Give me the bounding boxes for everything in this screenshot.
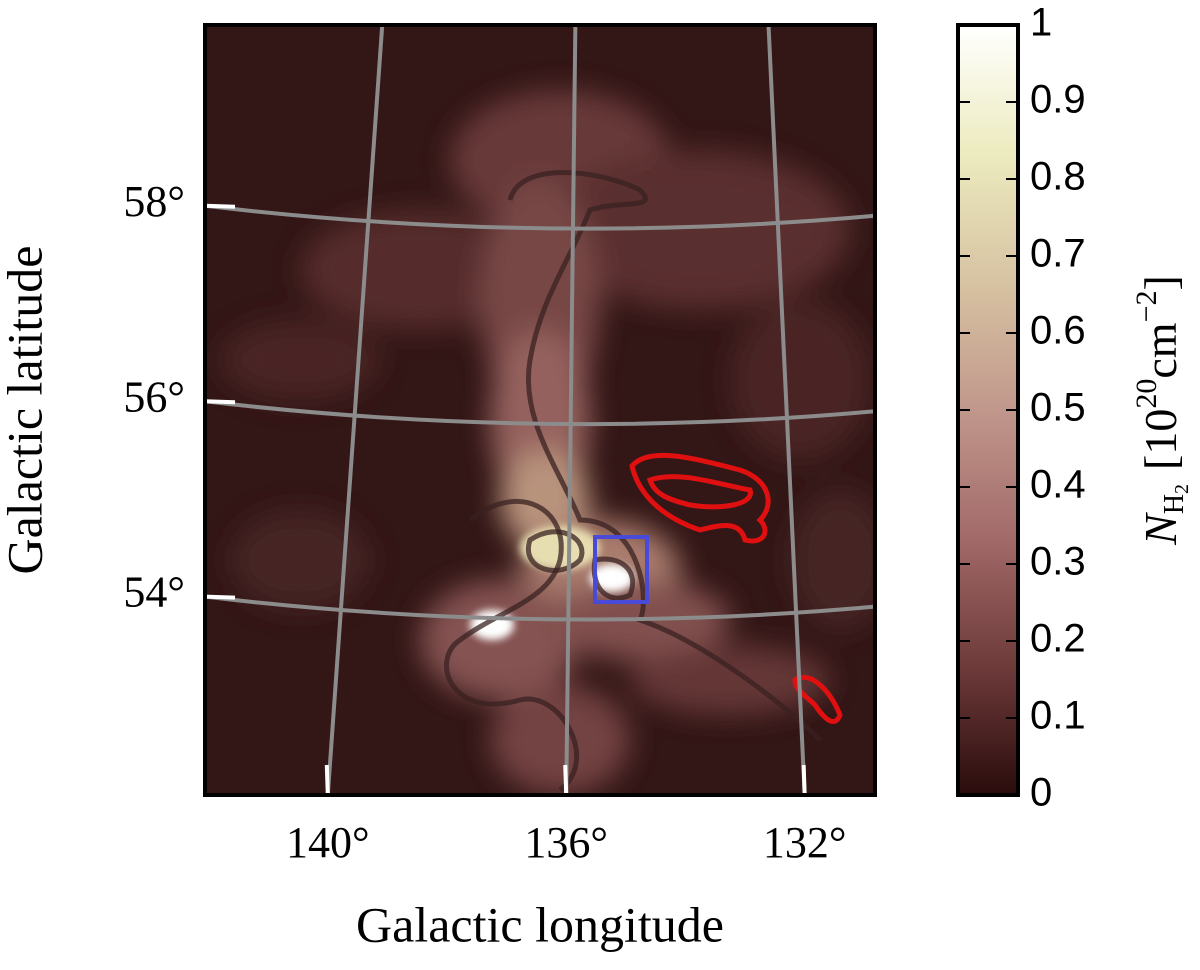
grid-line (564, 25, 578, 795)
colorbar-tick-label: 0.2 (1030, 617, 1086, 661)
y-tick-label: 58° (123, 177, 185, 226)
colorbar-tick-label: 0.3 (1030, 540, 1086, 584)
x-axis-label: Galactic longitude (356, 896, 724, 952)
label-part: N (1135, 512, 1186, 546)
y-tick (205, 594, 236, 600)
colorbar-tick-label: 0.5 (1030, 386, 1086, 430)
label-part: 2 (1171, 484, 1193, 494)
label-part: ] (1135, 275, 1186, 290)
x-tick-label: 140° (286, 818, 370, 867)
y-tick-label: 56° (123, 372, 185, 421)
colorbar-tick-label: 0.7 (1030, 232, 1086, 276)
y-tick (205, 399, 236, 405)
grid-line (766, 25, 807, 795)
grid-line (205, 594, 875, 622)
colorbar-tick-label: 0.6 (1030, 309, 1086, 353)
x-tick (324, 764, 330, 795)
label-part: H (1159, 494, 1190, 514)
plot-frame (203, 23, 877, 797)
map-image (205, 25, 875, 795)
grid-line (325, 25, 385, 795)
colorbar-tick-label: 0.8 (1030, 155, 1086, 199)
x-tick (801, 764, 807, 795)
x-tick-label: 132° (763, 818, 847, 867)
x-tick (563, 764, 569, 795)
colorbar-tick-label: 0.1 (1030, 694, 1086, 738)
label-part: 20 (1130, 379, 1163, 409)
y-tick (205, 203, 236, 209)
y-tick-label: 54° (123, 568, 185, 617)
grid-line (205, 203, 875, 231)
colorbar-tick-label: 0.4 (1030, 463, 1086, 507)
colorbar-tick-label: 1 (1030, 1, 1052, 45)
label-part: −2 (1130, 290, 1163, 322)
label-part: cm (1135, 322, 1186, 378)
label-part: [10 (1135, 409, 1186, 470)
colorbar-tick-label: 0 (1030, 771, 1052, 815)
y-axis-label: Galactic latitude (0, 245, 52, 574)
colorbar-label: NH2 [1020cm−2] (1130, 275, 1193, 546)
grid-line (205, 399, 875, 427)
colorbar-tick-label: 0.9 (1030, 78, 1086, 122)
x-tick-label: 136° (524, 818, 608, 867)
